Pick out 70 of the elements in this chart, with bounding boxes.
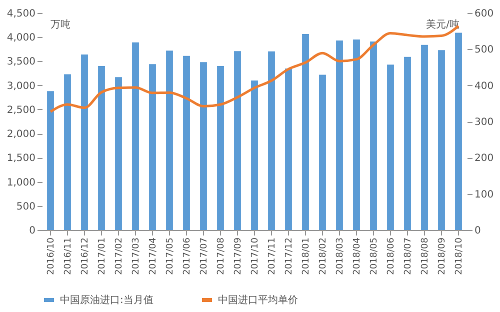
y2-tick-label: 0	[474, 226, 481, 236]
bar	[370, 41, 377, 230]
y-tick-label: 500	[16, 201, 36, 212]
x-tick-label: 2018/08	[420, 237, 430, 275]
bar	[251, 80, 258, 230]
bar	[268, 51, 275, 230]
x-tick-label: 2018/04	[352, 237, 362, 275]
bar	[132, 42, 139, 230]
x-tick-label: 2018/01	[302, 238, 312, 275]
x-tick-label: 2016/10	[46, 237, 56, 275]
x-tick-label: 2017/01	[98, 238, 108, 275]
bar	[353, 40, 360, 230]
bar	[183, 56, 190, 230]
y2-tick-label: 200	[474, 153, 494, 164]
legend-label: 中国进口平均单价	[218, 294, 298, 306]
bar	[64, 74, 71, 230]
y2-tick-label: 100	[474, 189, 494, 200]
x-tick-label: 2018/09	[438, 237, 448, 275]
y-tick-label: 2,500	[6, 104, 36, 116]
y-tick-label: 4,500	[6, 8, 36, 20]
bar	[438, 50, 445, 230]
y-tick-label: 4,000	[6, 32, 36, 44]
x-tick-label: 2017/06	[182, 237, 192, 275]
x-tick-label: 2017/07	[200, 238, 210, 275]
bar	[455, 32, 462, 230]
x-tick-label: 2018/03	[336, 238, 346, 275]
bar	[234, 51, 241, 230]
bar	[98, 66, 105, 230]
bar	[404, 56, 411, 230]
x-tick-label: 2017/10	[250, 237, 260, 275]
x-tick-label: 2017/09	[234, 237, 244, 275]
bar	[387, 64, 394, 230]
bar	[217, 66, 224, 230]
x-tick-label: 2016/12	[80, 238, 90, 275]
x-tick-label: 2017/05	[166, 238, 176, 275]
x-tick-label: 2016/11	[64, 238, 74, 275]
y-tick-label: 1,500	[6, 153, 36, 164]
y-axis-title: 万吨	[50, 18, 70, 30]
x-tick-label: 2018/07	[404, 238, 414, 275]
bar	[285, 68, 292, 230]
y2-tick-label: 600	[474, 8, 494, 20]
x-tick-label: 2017/12	[284, 238, 294, 275]
x-tick-label: 2018/10	[454, 237, 464, 275]
y-tick-label: 0	[29, 226, 36, 236]
bar	[319, 74, 326, 230]
bar	[81, 54, 88, 230]
bar	[47, 91, 54, 230]
x-tick-label: 2017/04	[148, 237, 158, 275]
x-tick-label: 2018/06	[386, 237, 396, 275]
x-tick-label: 2017/02	[114, 238, 124, 275]
x-tick-label: 2017/11	[268, 238, 278, 275]
y2-tick-label: 400	[474, 80, 494, 92]
y2-tick-label: 500	[474, 44, 494, 56]
bar	[302, 34, 309, 230]
bar	[149, 64, 156, 230]
bar	[200, 62, 207, 230]
x-tick-label: 2018/02	[318, 238, 328, 275]
y-tick-label: 3,500	[6, 56, 36, 68]
bar	[421, 44, 428, 230]
y2-tick-label: 300	[474, 117, 494, 128]
y-tick-label: 1,000	[6, 177, 36, 188]
bar	[166, 50, 173, 230]
x-tick-label: 2017/08	[216, 237, 226, 275]
y-tick-label: 2,000	[6, 129, 36, 140]
bar	[336, 40, 343, 230]
bar	[115, 77, 122, 230]
x-tick-label: 2018/05	[370, 238, 380, 275]
legend-label: 中国原油进口:当月值	[60, 294, 154, 306]
x-tick-label: 2017/03	[132, 238, 142, 275]
y-tick-label: 3,000	[6, 80, 36, 92]
